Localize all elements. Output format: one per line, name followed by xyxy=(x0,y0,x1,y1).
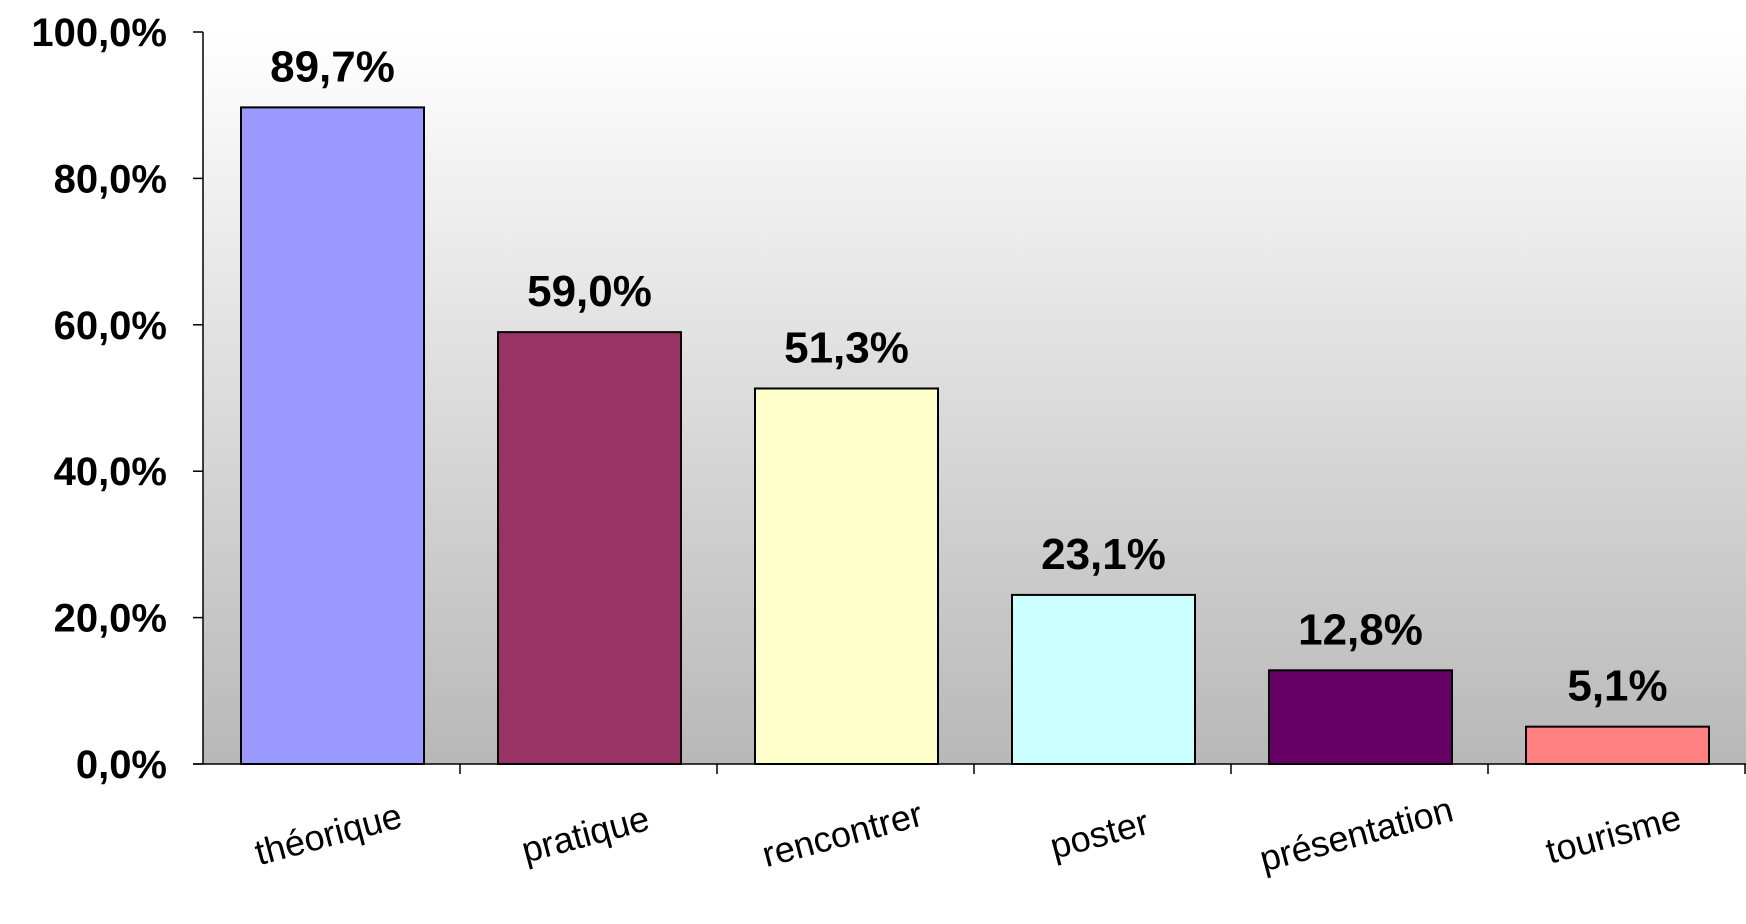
bar-1 xyxy=(497,331,682,765)
y-tick-label-4: 80,0% xyxy=(54,157,167,201)
y-tick-label-5: 100,0% xyxy=(31,11,167,55)
data-label-4: 12,8% xyxy=(1298,605,1423,654)
data-label-2: 51,3% xyxy=(784,323,909,372)
y-tick-label-0: 0,0% xyxy=(76,743,167,787)
bar-5 xyxy=(1525,725,1710,766)
y-tick-label-3: 60,0% xyxy=(54,304,167,348)
plot-area xyxy=(203,32,1746,764)
x-tick-label-5: tourisme xyxy=(1541,796,1685,871)
data-label-0: 89,7% xyxy=(270,42,395,91)
data-label-1: 59,0% xyxy=(527,267,652,316)
data-label-3: 23,1% xyxy=(1041,530,1166,579)
bar-0 xyxy=(240,106,425,765)
y-tick-label-2: 40,0% xyxy=(54,450,167,494)
bar-3 xyxy=(1011,593,1196,766)
y-tick-label-1: 20,0% xyxy=(54,597,167,641)
x-tick-label-4: présentation xyxy=(1255,788,1457,879)
bar-2 xyxy=(754,387,939,765)
x-tick-label-1: pratique xyxy=(517,797,653,870)
labels-layer: 89,7% 59,0% 51,3% 23,1% 12,8% 5,1% 0,0% 20,0% 40… xyxy=(31,11,1685,879)
x-tick-label-2: rencontrer xyxy=(758,793,927,875)
bar-4 xyxy=(1268,669,1453,766)
data-label-5: 5,1% xyxy=(1567,662,1667,711)
bars-layer xyxy=(240,106,1710,766)
x-tick-label-3: poster xyxy=(1046,801,1153,867)
axes-layer xyxy=(193,31,1746,774)
x-tick-label-0: théorique xyxy=(250,795,406,873)
